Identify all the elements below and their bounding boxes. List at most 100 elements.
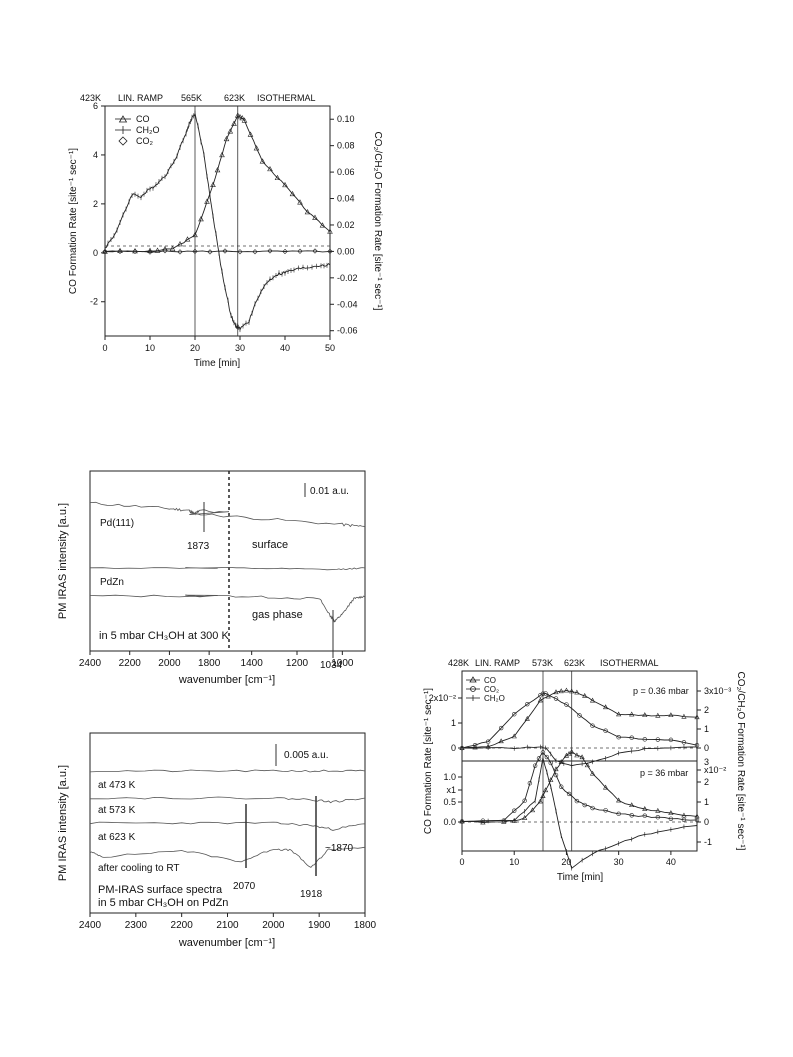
c4-p2-ytick-label: 0.0 [443,817,456,827]
c1-point-co [327,228,333,234]
c1-ytick-label: 4 [93,150,98,160]
c4-point-co2 [577,713,582,718]
c1-point-co [169,245,176,252]
chart1-y-ticks-right: -0.06 -0.04 -0.02 0.00 0.02 0.04 0.06 0.08 0.10 [330,114,358,336]
c4-point-co2 [681,740,687,745]
c2-spectrum-1 [89,566,366,571]
c4-point-co2 [525,701,530,707]
chart2-annot-gas: gas phase [252,609,303,621]
c3-xtick-label: 2100 [216,920,239,931]
c1-point-co [319,222,326,228]
c1-point-co [214,166,221,173]
chart3-xlabel: wavenumber [cm⁻¹] [178,937,275,949]
c4-point-co2 [559,784,564,789]
c1-point-co2 [282,248,288,255]
chart3-series [89,769,366,868]
c4-xtick-label: 20 [561,857,571,867]
c1-xtick-label: 30 [235,343,245,353]
c4-point-co2 [655,815,661,820]
c1-point-co [297,199,303,205]
c1-xtick-label: 50 [325,343,335,353]
c4-point-co [498,738,504,744]
c4-point-co [540,793,546,798]
c1-ytick-right-label: -0.02 [337,273,358,283]
chart1-top-annot-3: 623K [224,93,245,103]
chart3-annot-1870: ~1870 [325,843,354,854]
c4-point-co2 [629,813,634,818]
chart2-annot-1873: 1873 [187,541,210,552]
c4-point-co2 [590,723,595,728]
c4-point-co [582,692,588,698]
c4-point-co [524,715,530,721]
c1-point-co [247,131,254,137]
c4-point-co [558,759,564,764]
c2-xtick-label: 1800 [198,658,221,669]
chart1-ylabel: CO Formation Rate [site⁻¹ sec⁻¹] [68,148,79,294]
c1-point-co [239,115,246,121]
c1-ytick-right-label: 0.10 [337,114,355,124]
c1-point-co [237,113,243,120]
c1-point-co2 [312,248,318,254]
chart2-annot-cond: in 5 mbar CH₃OH at 300 K [99,630,229,642]
c4-point-co2 [498,725,504,731]
c1-point-co [234,112,241,118]
c1-point-co2 [132,248,138,254]
c4-point-co [655,712,661,718]
c4-point-co [511,733,517,739]
c4-point-co [694,714,700,720]
chart4-top-annot-3: 623K [564,658,585,668]
chart1-xlabel: Time [min] [194,358,241,369]
chart3-annot-title2: in 5 mbar CH₃OH on PdZn [98,897,228,909]
chart2-ylabel: PM IRAS intensity [a.u.] [57,503,69,619]
chart1-top-annot-0: 423K [80,93,101,103]
c1-point-co2 [117,248,123,254]
c1-ytick-right-label: 0.08 [337,141,355,151]
c2-xtick-label: 2000 [158,658,181,669]
c4-point-co [569,748,575,754]
chart4-top-annot-1: LIN. RAMP [475,658,520,668]
c3-spectrum-1 [90,796,366,804]
c1-point-co [312,214,318,220]
c1-point-co2 [207,249,213,255]
chart3-annot-title1: PM-IRAS surface spectra [98,884,223,896]
c4-point-co [642,806,648,811]
c3-spectrum-2 [89,821,366,831]
c4-point-co [603,784,609,790]
c1-point-co [219,151,225,158]
c3-xtick-label: 2400 [79,920,102,931]
c1-point-co [253,145,260,151]
c4-p2-series-CO [461,751,698,823]
c4-point-co [629,802,635,808]
c4-point-co2 [603,808,608,813]
c1-point-co [282,181,288,188]
c4-point-co [589,770,596,776]
c3-xtick-label: 2200 [171,920,194,931]
chart3-annot-2070: 2070 [233,881,256,892]
c4-p1-ytick-label: 1 [451,718,456,728]
c4-point-co [681,713,687,719]
c1-point-co [177,240,183,247]
chart4-top-annot-2: 573K [532,658,553,668]
chart-3: 0.005 a.u. at 473 K at 573 K at 623 K af… [57,732,377,949]
c4-point-co2 [485,739,491,744]
c1-point-co [184,236,191,242]
c1-point-co2 [102,248,108,255]
c4-point-co2 [582,802,587,808]
chart3-annot-473: at 473 K [98,780,136,791]
c4-point-co2 [642,737,647,742]
c4-point-co [553,689,559,695]
c4-point-co2 [655,737,661,742]
c4-point-co [529,807,536,813]
chart2-annot-pd111: Pd(111) [100,518,134,529]
legend-ch2o-label: CH₂O [136,125,160,135]
chart1-ylabel-right: CO₂/CH₂O Formation Rate [site⁻¹ sec⁻¹] [372,132,383,311]
c4-p1-ytick-right-label: 3x10⁻³ [704,686,731,696]
c4-p1-ytick-label: 0 [451,743,456,753]
c4-point-co2 [642,813,647,818]
chart4-series [459,687,700,871]
c3-xtick-label: 1800 [354,920,377,931]
c4-point-co [537,697,543,703]
c1-point-co2 [192,248,198,255]
